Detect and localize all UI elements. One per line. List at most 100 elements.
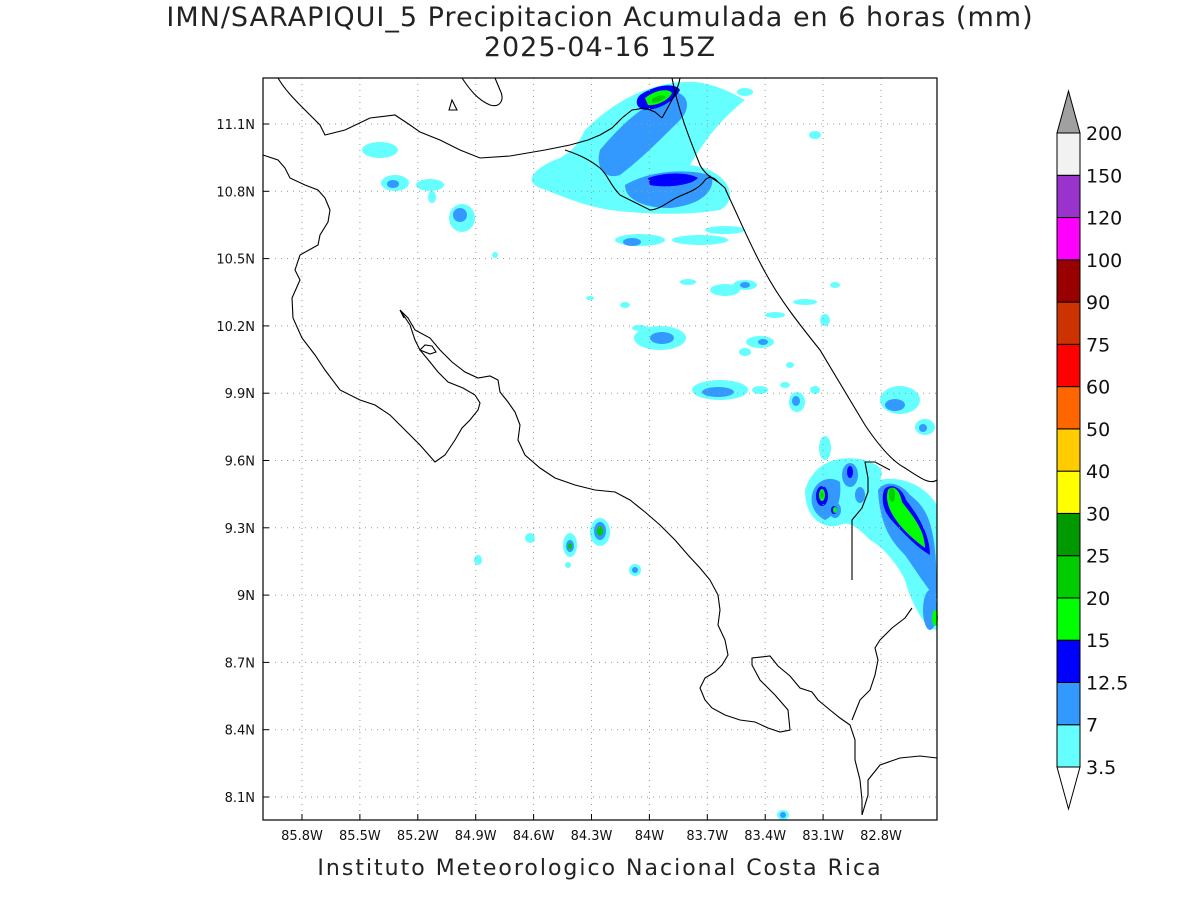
precip-cell bbox=[710, 284, 740, 296]
caribbean-coast bbox=[671, 77, 938, 483]
legend-level-label: 60 bbox=[1086, 377, 1110, 399]
lat-tick-label: 10.8N bbox=[216, 185, 255, 200]
legend-swatch bbox=[1056, 597, 1081, 641]
precip-cell bbox=[919, 424, 927, 432]
legend-level-label: 20 bbox=[1086, 588, 1110, 610]
lon-tick-label: 83.1W bbox=[802, 829, 844, 844]
precipitation-field bbox=[362, 81, 938, 820]
lon-tick-label: 85.5W bbox=[339, 829, 381, 844]
precip-cell bbox=[820, 492, 824, 498]
precip-cell bbox=[740, 282, 750, 288]
precip-cell bbox=[889, 488, 895, 502]
nicoya-gulf-coast bbox=[399, 309, 863, 815]
lat-tick-label: 8.1N bbox=[225, 791, 255, 806]
precip-cell bbox=[792, 396, 800, 406]
lon-tick-label: 84.9W bbox=[455, 829, 497, 844]
precip-cell bbox=[702, 387, 734, 397]
lat-tick-label: 8.4N bbox=[225, 724, 255, 739]
legend-swatch bbox=[1056, 174, 1081, 219]
precip-cell bbox=[416, 179, 444, 191]
lake-islet bbox=[448, 98, 458, 111]
legend-level-label: 75 bbox=[1086, 334, 1110, 356]
precip-cell bbox=[428, 191, 436, 203]
legend-level-label: 50 bbox=[1086, 419, 1110, 441]
lat-tick-label: 9N bbox=[237, 589, 255, 604]
legend-level-label: 15 bbox=[1086, 630, 1110, 652]
legend-level-label: 25 bbox=[1086, 546, 1110, 568]
map-title: IMN/SARAPIQUI_5 Precipitacion Acumulada … bbox=[166, 2, 1034, 33]
lon-tick-label: 82.8W bbox=[860, 829, 902, 844]
precip-cell bbox=[752, 386, 768, 394]
legend-swatch bbox=[1056, 386, 1081, 430]
lon-tick-label: 85.2W bbox=[397, 829, 439, 844]
precip-cell bbox=[758, 339, 768, 345]
precip-cell bbox=[885, 399, 905, 411]
precip-cell bbox=[387, 180, 399, 188]
lat-lon-grid bbox=[263, 78, 937, 820]
lat-tick-label: 8.7N bbox=[225, 656, 255, 671]
precip-cell bbox=[809, 131, 821, 139]
legend-level-label: 7 bbox=[1086, 715, 1098, 737]
precip-cell bbox=[705, 226, 745, 234]
precip-cell bbox=[680, 279, 696, 285]
precip-area-north-heavy-2 bbox=[648, 173, 698, 187]
legend-level-label: 40 bbox=[1086, 461, 1110, 483]
precip-cell bbox=[623, 238, 641, 246]
lat-tick-label: 10.2N bbox=[216, 320, 255, 335]
precip-cell bbox=[739, 348, 751, 356]
legend-swatch bbox=[1056, 681, 1081, 726]
precip-cell bbox=[833, 507, 837, 513]
map-valid-time: 2025-04-16 15Z bbox=[483, 32, 717, 63]
nicoya-islet bbox=[419, 344, 437, 355]
lat-tick-label: 9.9N bbox=[225, 387, 255, 402]
precip-cell bbox=[847, 466, 853, 478]
precip-cell bbox=[855, 487, 865, 503]
legend-swatch bbox=[1056, 343, 1081, 388]
precip-cell bbox=[650, 332, 674, 344]
precip-cell bbox=[568, 543, 572, 549]
legend-level-label: 120 bbox=[1086, 208, 1122, 230]
legend-swatch bbox=[1056, 724, 1081, 768]
lon-tick-label: 84W bbox=[635, 829, 665, 844]
legend-swatch bbox=[1056, 639, 1081, 683]
precip-cell bbox=[492, 252, 498, 258]
legend-arrow-high bbox=[1056, 89, 1081, 134]
pacific-coast-guanacaste bbox=[262, 154, 481, 463]
legend-arrow-low bbox=[1056, 766, 1081, 811]
latitude-axis: 11.1N 10.8N 10.5N 10.2N 9.9N 9.6N 9.3N 9N 8.7N 8.… bbox=[216, 118, 269, 806]
precip-cell bbox=[672, 235, 728, 245]
legend-level-label: 200 bbox=[1086, 123, 1122, 145]
precip-cell bbox=[819, 436, 831, 460]
precip-area-southeast-intense bbox=[886, 487, 925, 548]
precip-cell bbox=[474, 555, 482, 565]
border-nicaragua bbox=[661, 77, 681, 119]
coastlines-and-borders bbox=[262, 77, 938, 816]
precip-cell bbox=[820, 314, 830, 326]
nicaragua-coast-north bbox=[461, 77, 503, 107]
nicaragua-lake-coast bbox=[277, 77, 663, 159]
legend-level-label: 12.5 bbox=[1086, 672, 1128, 694]
lon-tick-label: 83.4W bbox=[744, 829, 786, 844]
precip-cell bbox=[830, 282, 840, 288]
legend-swatch bbox=[1056, 512, 1081, 557]
legend-level-label: 3.5 bbox=[1086, 757, 1116, 779]
legend-swatch bbox=[1056, 217, 1081, 261]
map-frame bbox=[262, 77, 938, 821]
longitude-axis: 85.8W 85.5W 85.2W 84.9W 84.6W 84.3W 84W 83.7W 83… bbox=[281, 814, 902, 844]
legend-level-label: 30 bbox=[1086, 503, 1110, 525]
panama-border bbox=[851, 461, 891, 580]
precip-cell bbox=[586, 296, 594, 300]
lat-tick-label: 9.6N bbox=[225, 455, 255, 470]
legend-swatch bbox=[1056, 428, 1081, 472]
precip-cell bbox=[362, 142, 398, 158]
legend-swatch bbox=[1056, 301, 1081, 345]
lon-tick-label: 83.7W bbox=[686, 829, 728, 844]
lon-tick-label: 85.8W bbox=[281, 829, 323, 844]
legend-level-label: 90 bbox=[1086, 292, 1110, 314]
lat-tick-label: 9.3N bbox=[225, 522, 255, 537]
legend-swatch bbox=[1056, 555, 1081, 599]
panama-coast-pacific bbox=[851, 607, 913, 721]
legend-swatch bbox=[1056, 470, 1081, 514]
lon-tick-label: 84.3W bbox=[571, 829, 613, 844]
